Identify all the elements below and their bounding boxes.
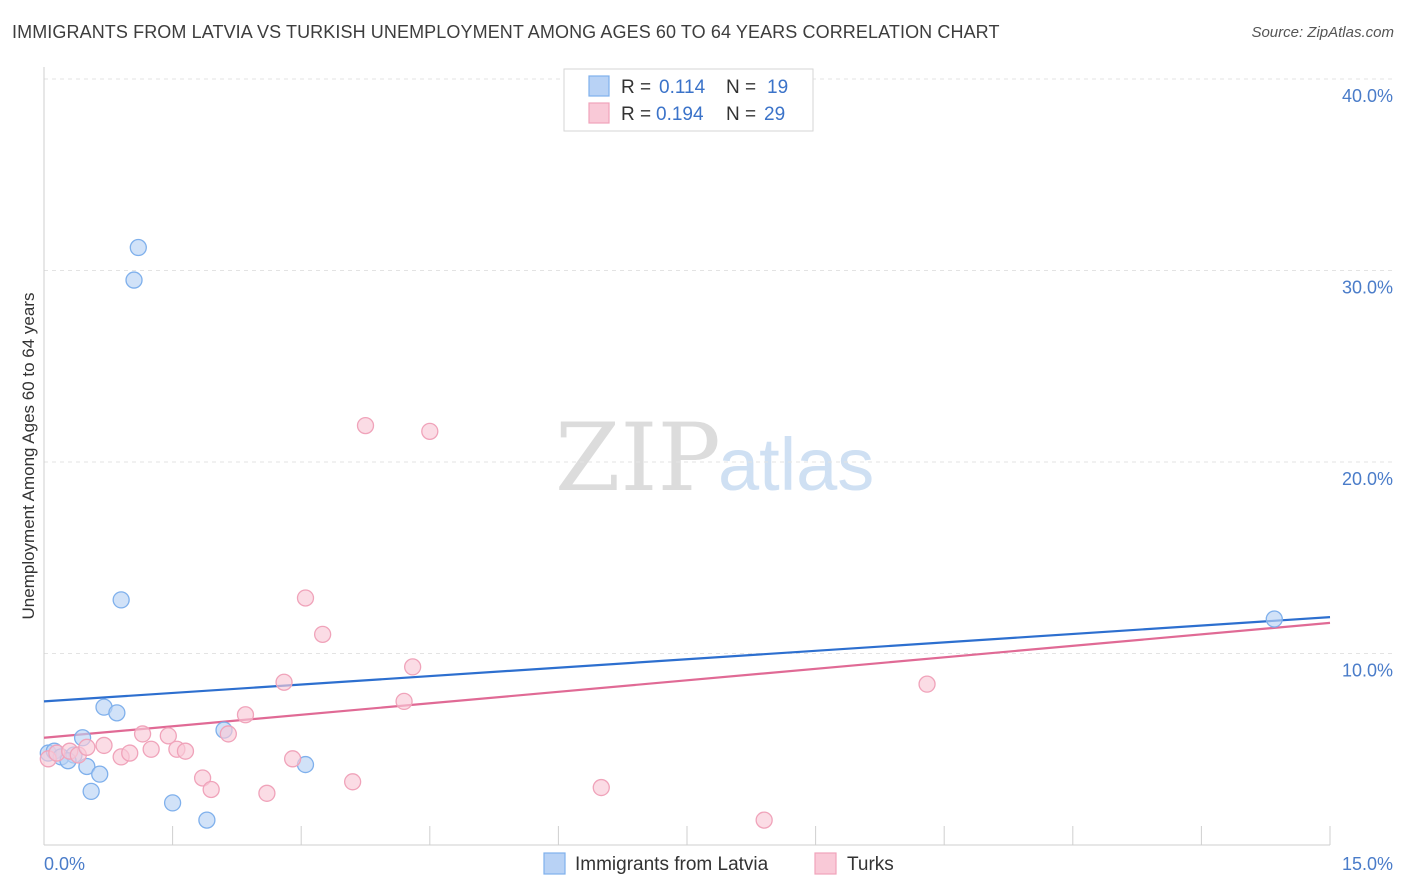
point-turks-28 <box>755 811 773 829</box>
legend-n-label-latvia: N = <box>726 77 756 98</box>
legend-n-value-latvia: 19 <box>767 77 788 98</box>
trendline-latvia <box>43 616 1331 703</box>
point-turks-14 <box>202 780 220 799</box>
bottom-legend-label-latvia: Immigrants from Latvia <box>575 854 769 875</box>
point-turks-22 <box>343 773 362 791</box>
point-turks-12 <box>176 742 195 760</box>
legend-r-label-turks: R = <box>621 104 651 125</box>
watermark: ZIP atlas <box>555 404 874 513</box>
point-turks-17 <box>258 784 276 802</box>
top-legend: R = 0.114 N = 19 R = 0.194 N = 29 <box>563 68 814 132</box>
point-turks-20 <box>296 589 315 607</box>
legend-r-label-latvia: R = <box>621 77 651 98</box>
bottom-legend: Immigrants from Latvia Turks <box>543 852 894 875</box>
point-turks-4 <box>78 738 96 756</box>
axes <box>43 67 1331 846</box>
point-turks-8 <box>133 725 152 743</box>
point-latvia-14 <box>198 811 216 829</box>
legend-swatch-turks <box>588 102 610 124</box>
x-tick-label-0: 0.0% <box>44 854 85 874</box>
legend-r-value-turks: 0.194 <box>656 104 704 125</box>
y-tick-label-2: 30.0% <box>1342 278 1393 298</box>
point-turks-29 <box>918 675 936 693</box>
legend-n-value-turks: 29 <box>764 104 785 125</box>
point-turks-19 <box>283 750 302 768</box>
x-tick-labels: 0.0% 15.0% <box>44 854 1393 874</box>
point-turks-23 <box>356 416 375 435</box>
point-turks-24 <box>395 692 413 711</box>
point-latvia-11 <box>125 271 143 289</box>
point-latvia-5 <box>78 757 96 776</box>
point-turks-26 <box>421 422 439 441</box>
watermark-zip: ZIP <box>555 404 721 513</box>
trendlines <box>43 616 1331 739</box>
watermark-atlas: atlas <box>718 423 874 506</box>
point-latvia-7 <box>91 765 109 783</box>
point-turks-27 <box>592 778 610 797</box>
point-latvia-9 <box>108 704 126 722</box>
trendline-turks <box>43 621 1331 739</box>
point-turks-15 <box>219 725 237 743</box>
y-axis-label: Unemployment Among Ages 60 to 64 years <box>19 293 38 620</box>
chart-title: IMMIGRANTS FROM LATVIA VS TURKISH UNEMPL… <box>12 22 1000 42</box>
point-turks-18 <box>275 673 293 691</box>
point-turks-25 <box>404 658 422 676</box>
x-tick-label-1: 15.0% <box>1342 854 1393 874</box>
source-label: Source: ZipAtlas.com <box>1251 24 1394 41</box>
point-turks-13 <box>193 769 212 787</box>
point-latvia-12 <box>129 238 147 257</box>
point-latvia-10 <box>112 591 130 609</box>
bottom-legend-swatch-latvia <box>543 852 566 875</box>
point-latvia-13 <box>163 794 182 812</box>
point-turks-7 <box>121 744 139 762</box>
y-tick-label-1: 20.0% <box>1342 469 1393 489</box>
y-tick-labels: 10.0% 20.0% 30.0% 40.0% <box>1342 86 1393 681</box>
legend-swatch-latvia <box>588 75 610 97</box>
bottom-legend-swatch-turks <box>814 852 837 875</box>
point-latvia-6 <box>82 782 100 801</box>
point-turks-16 <box>236 706 255 724</box>
point-turks-5 <box>95 736 113 755</box>
data-points <box>39 238 1283 829</box>
legend-n-label-turks: N = <box>726 104 756 125</box>
y-tick-label-0: 10.0% <box>1342 661 1393 681</box>
point-turks-9 <box>142 740 160 758</box>
point-latvia-17 <box>1265 610 1283 628</box>
y-tick-label-3: 40.0% <box>1342 86 1393 106</box>
legend-r-value-latvia: 0.114 <box>659 77 706 98</box>
point-turks-10 <box>159 727 177 745</box>
gridlines <box>44 78 1392 654</box>
bottom-legend-label-turks: Turks <box>847 854 894 875</box>
point-turks-21 <box>313 625 332 643</box>
